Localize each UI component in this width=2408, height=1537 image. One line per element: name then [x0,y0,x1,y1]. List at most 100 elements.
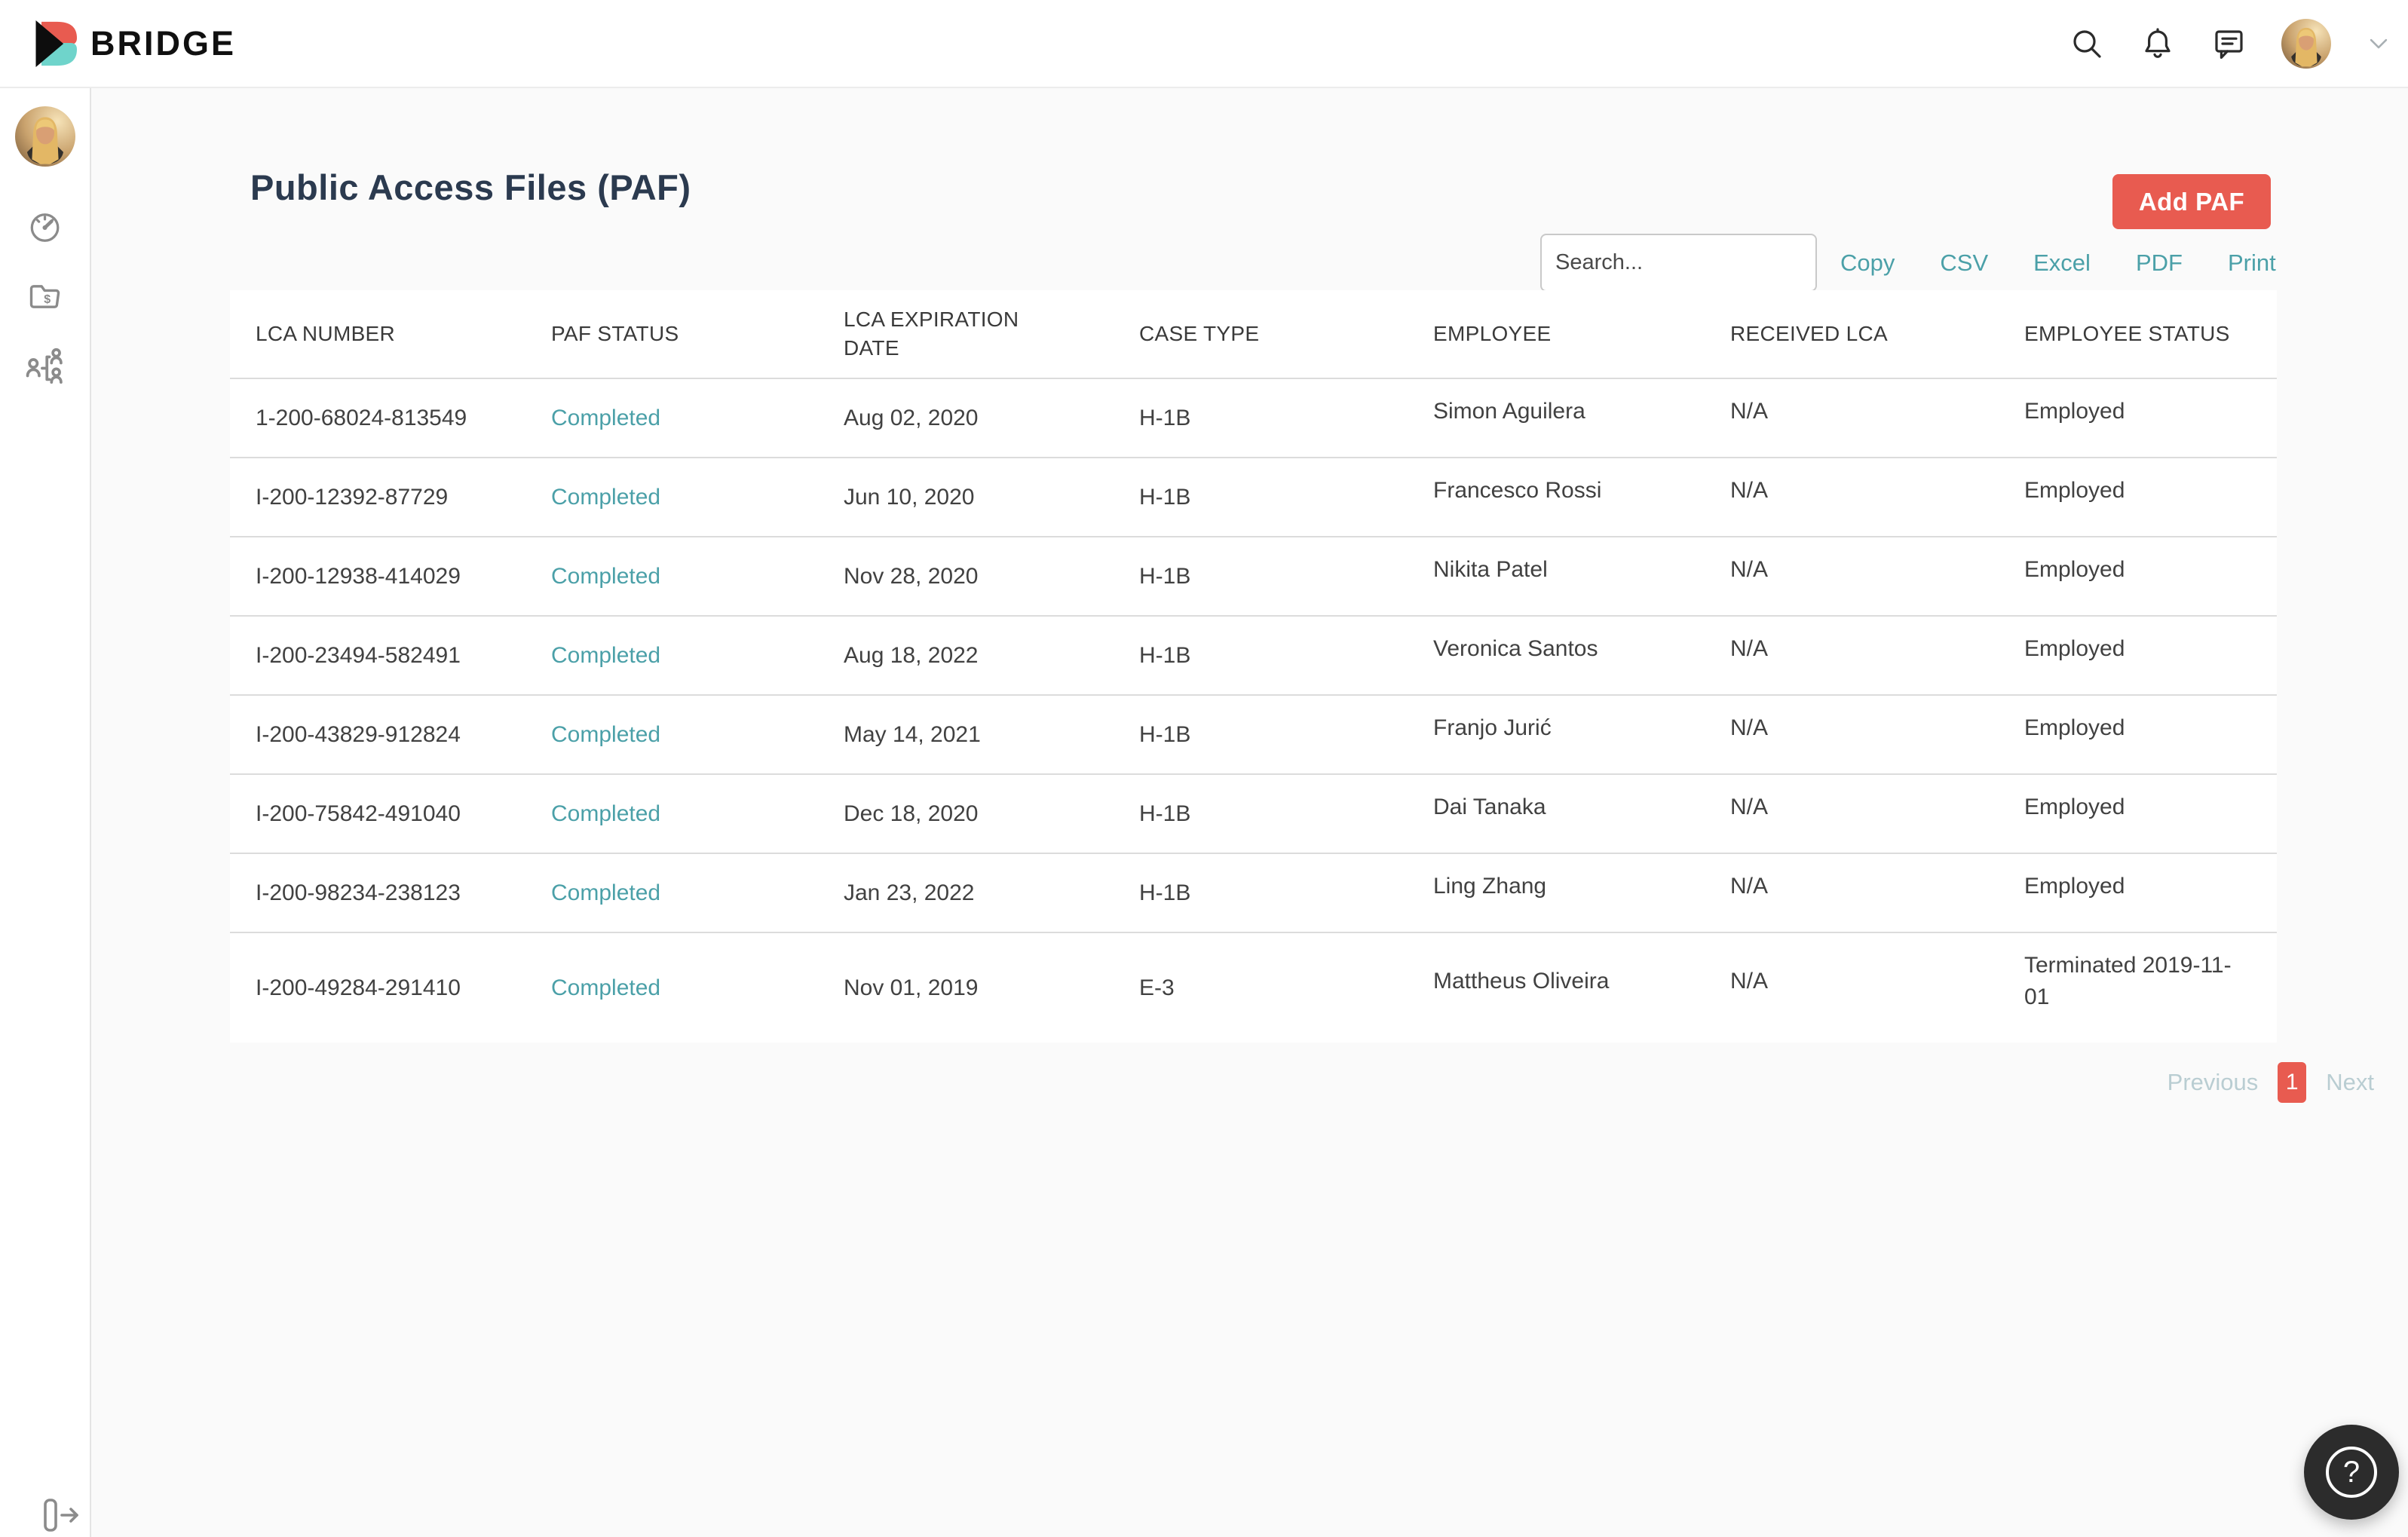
received-lca-cell: N/A [1730,477,1769,503]
employee-cell: Ling Zhang [1433,873,1547,899]
pagination: Previous 1 Next [2168,1061,2374,1104]
user-avatar[interactable] [2281,18,2331,69]
table-row[interactable]: I-200-49284-291410 Completed Nov 01, 201… [230,932,2277,1043]
excel-link[interactable]: Excel [2033,249,2091,276]
table-header-row: LCA NUMBER PAF STATUS LCA EXPIRATION DAT… [230,290,2277,378]
pdf-link[interactable]: PDF [2135,249,2183,276]
table-row[interactable]: I-200-12938-414029 Completed Nov 28, 202… [230,537,2277,616]
employee-cell: Mattheus Oliveira [1433,968,1610,994]
bridge-logo-icon [35,20,77,67]
table-row[interactable]: I-200-43829-912824 Completed May 14, 202… [230,695,2277,774]
received-lca-cell: N/A [1730,794,1769,819]
table-row[interactable]: I-200-75842-491040 Completed Dec 18, 202… [230,774,2277,853]
paf-status-cell: Completed [551,975,661,1000]
paf-status-cell: Completed [551,880,661,905]
notifications-bell-icon[interactable] [2140,26,2176,62]
case-type-cell: E-3 [1139,975,1175,1000]
org-chart-icon[interactable] [23,341,66,384]
expiration-cell: Jan 23, 2022 [844,880,975,905]
received-lca-cell: N/A [1730,968,1769,994]
print-link[interactable]: Print [2227,249,2276,276]
lca-number-cell: I-200-23494-582491 [256,642,461,668]
employee-cell: Nikita Patel [1433,556,1548,582]
col-employee: EMPLOYEE [1433,322,1552,346]
col-case-type: CASE TYPE [1139,322,1260,346]
expiration-cell: Jun 10, 2020 [844,484,975,510]
search-icon[interactable] [2069,26,2105,62]
lca-number-cell: I-200-12938-414029 [256,563,461,589]
page-title: Public Access Files (PAF) [250,167,691,207]
search-input[interactable] [1540,234,1817,292]
expiration-cell: Aug 02, 2020 [844,405,979,430]
chevron-down-icon[interactable] [2366,31,2391,57]
paf-status-cell: Completed [551,484,661,510]
case-type-cell: H-1B [1139,484,1191,510]
lca-number-cell: I-200-12392-87729 [256,484,449,510]
paf-status-cell: Completed [551,642,661,668]
case-type-cell: H-1B [1139,880,1191,905]
help-button[interactable]: ? [2304,1425,2399,1520]
case-type-cell: H-1B [1139,801,1191,826]
paf-status-cell: Completed [551,721,661,747]
col-lca-expiration: LCA EXPIRATION DATE [844,308,1019,360]
col-received-lca: RECEIVED LCA [1730,322,1888,346]
paf-table: LCA NUMBER PAF STATUS LCA EXPIRATION DAT… [230,290,2277,1043]
employee-cell: Francesco Rossi [1433,477,1602,503]
employee-status-cell: Employed [2024,794,2125,819]
employee-status-cell: Terminated 2019-11-01 [2024,952,2232,1009]
employee-cell: Dai Tanaka [1433,794,1546,819]
received-lca-cell: N/A [1730,715,1769,740]
pagination-next[interactable]: Next [2326,1069,2374,1095]
lca-number-cell: I-200-98234-238123 [256,880,461,905]
sidebar: $ [0,88,91,1537]
table-row[interactable]: I-200-12392-87729 Completed Jun 10, 2020… [230,458,2277,537]
expiration-cell: Aug 18, 2022 [844,642,979,668]
col-lca-number: LCA NUMBER [256,322,396,346]
copy-link[interactable]: Copy [1840,249,1895,276]
case-type-cell: H-1B [1139,405,1191,430]
employee-cell: Franjo Jurić [1433,715,1552,740]
col-employee-status: EMPLOYEE STATUS [2024,322,2230,346]
lca-number-cell: 1-200-68024-813549 [256,405,467,430]
brand-name: BRIDGE [90,23,237,63]
employee-status-cell: Employed [2024,556,2125,582]
expiration-cell: Dec 18, 2020 [844,801,979,826]
expiration-cell: Nov 28, 2020 [844,563,979,589]
employee-status-cell: Employed [2024,715,2125,740]
dashboard-gauge-icon[interactable] [27,210,62,245]
lca-number-cell: I-200-75842-491040 [256,801,461,826]
employee-status-cell: Employed [2024,873,2125,899]
case-type-cell: H-1B [1139,563,1191,589]
received-lca-cell: N/A [1730,398,1769,424]
expiration-cell: May 14, 2021 [844,721,981,747]
add-paf-button[interactable]: Add PAF [2112,174,2271,229]
billing-folder-icon[interactable]: $ [26,278,63,314]
case-type-cell: H-1B [1139,721,1191,747]
employee-cell: Veronica Santos [1433,635,1598,661]
pagination-page-1[interactable]: 1 [2278,1062,2307,1103]
brand-logo: BRIDGE [30,20,236,67]
employee-status-cell: Employed [2024,477,2125,503]
table-row[interactable]: I-200-98234-238123 Completed Jan 23, 202… [230,853,2277,932]
table-row[interactable]: 1-200-68024-813549 Completed Aug 02, 202… [230,378,2277,458]
paf-status-cell: Completed [551,405,661,430]
lca-number-cell: I-200-43829-912824 [256,721,461,747]
lca-number-cell: I-200-49284-291410 [256,975,461,1000]
expand-sidebar-icon[interactable] [41,1496,83,1534]
export-toolbar: Copy CSV Excel PDF Print [1840,234,2276,292]
csv-link[interactable]: CSV [1940,249,1989,276]
paf-status-cell: Completed [551,801,661,826]
table-row[interactable]: I-200-23494-582491 Completed Aug 18, 202… [230,616,2277,695]
question-mark-icon: ? [2326,1447,2377,1498]
topbar: BRIDGE [0,0,2408,88]
expiration-cell: Nov 01, 2019 [844,975,979,1000]
sidebar-user-avatar[interactable] [15,106,75,167]
col-paf-status: PAF STATUS [551,322,679,346]
employee-status-cell: Employed [2024,398,2125,424]
received-lca-cell: N/A [1730,873,1769,899]
paf-status-cell: Completed [551,563,661,589]
pagination-previous[interactable]: Previous [2167,1069,2259,1095]
employee-cell: Simon Aguilera [1433,398,1585,424]
messages-icon[interactable] [2210,26,2247,62]
received-lca-cell: N/A [1730,635,1769,661]
